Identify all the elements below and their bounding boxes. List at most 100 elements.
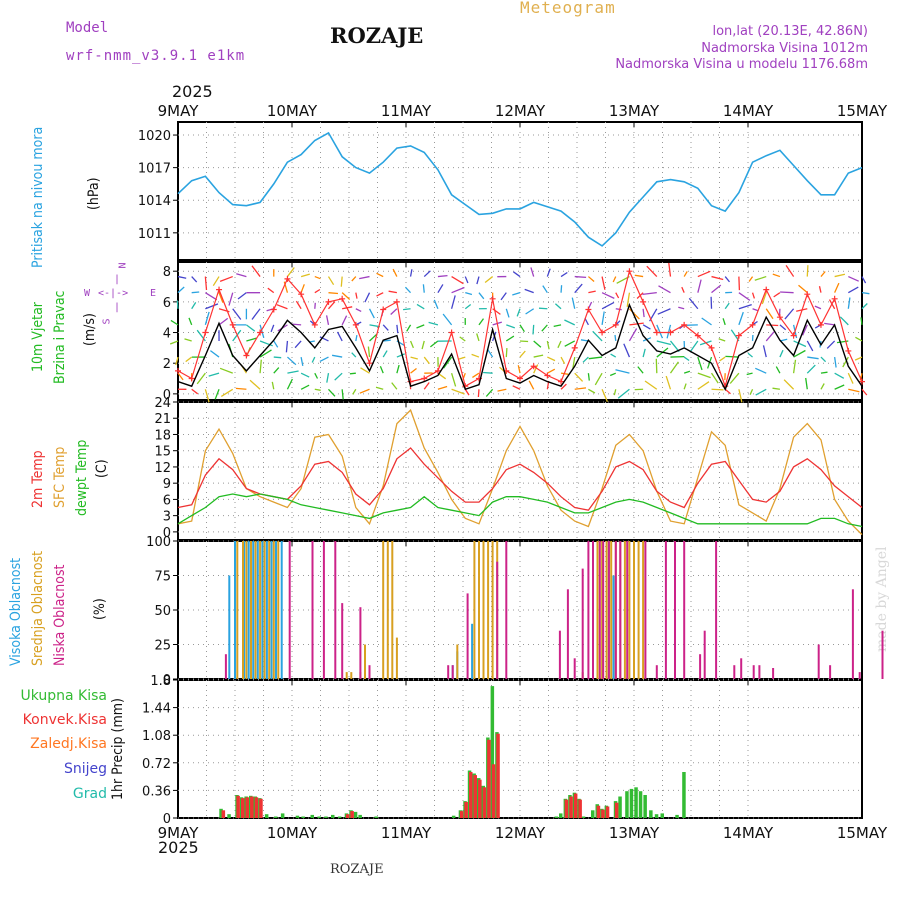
wind-arrow	[314, 388, 321, 391]
wind-arrow	[847, 372, 854, 384]
wind-arrow	[820, 383, 825, 390]
y-tick-label: 1.44	[142, 702, 171, 717]
cloud-bar-mid	[277, 541, 280, 679]
cloud-bar-low	[496, 561, 499, 679]
footer-station: ROZAJE	[330, 862, 384, 877]
wind-arrow	[655, 358, 658, 374]
wind-arrow	[587, 373, 590, 381]
precip-bar-conv	[350, 811, 354, 818]
wind-arrow	[629, 322, 644, 326]
precip-bar-conv	[254, 797, 259, 818]
cloud-bar-mid	[272, 541, 275, 679]
wind-gust-marker	[434, 367, 441, 374]
wind-arrow	[336, 331, 343, 342]
temp2m-line	[177, 447, 863, 511]
cloud-bar-low	[581, 568, 584, 679]
cloud-bar-low	[614, 541, 617, 679]
legend-zaledj-kisa: Zaledj.Kisa	[30, 736, 107, 752]
wind-arrow	[747, 352, 753, 358]
wind-arrow	[738, 276, 741, 291]
wind-arrow	[287, 370, 299, 374]
wind-arrow	[505, 335, 515, 342]
precip-bar-total	[310, 814, 314, 818]
wind-arrow	[214, 389, 220, 400]
wind-arrow	[613, 389, 617, 396]
wind-arrow	[478, 318, 485, 326]
wind-arrow	[615, 292, 620, 299]
cloud-bar-low	[573, 658, 576, 679]
wind-arrow	[300, 384, 310, 390]
cloud-bar-mid	[473, 541, 476, 679]
wind-arrow	[519, 340, 529, 343]
wind-gust-marker	[776, 314, 783, 321]
cloud-bar-high	[247, 541, 250, 679]
wind-arrow	[300, 356, 304, 367]
x-tick-label-top: 12MAY	[495, 102, 546, 120]
wind-gust-marker	[517, 375, 523, 382]
wind-arrow	[326, 373, 330, 383]
cloud-bar-low	[683, 541, 686, 679]
wind-arrow	[212, 276, 220, 287]
wind-arrow	[547, 356, 556, 362]
wind-arrow	[483, 371, 493, 374]
y-tick-label: 1011	[138, 227, 171, 242]
wind-arrow	[834, 372, 845, 379]
x-tick-label-bottom: 9MAY	[158, 824, 200, 842]
wind-gust-marker	[489, 295, 496, 302]
wind-arrow	[451, 388, 465, 395]
cloud-bar-mid	[642, 541, 645, 679]
wind-arrow	[300, 273, 310, 278]
altitude-label: Nadmorska Visina 1012m	[701, 41, 868, 56]
cloud-bar-mid	[250, 541, 252, 679]
wind-arrow	[512, 292, 521, 296]
wind-arrow	[341, 315, 348, 326]
wind-arrow	[738, 292, 751, 301]
precip-bar-conv	[614, 802, 619, 818]
wind-arrow	[785, 265, 795, 277]
wind-arrow	[860, 317, 863, 325]
wind-arrow	[416, 324, 425, 329]
wind-arrow	[506, 324, 516, 329]
wind-arrow	[359, 388, 370, 394]
precip-bar-conv	[469, 772, 473, 818]
wind-arrow	[807, 356, 819, 360]
wind-arrow	[751, 292, 756, 299]
wind-arrow	[267, 287, 275, 294]
wind-arrow	[204, 389, 210, 403]
wind-arrow	[314, 372, 319, 379]
precip-bar-conv	[496, 733, 500, 818]
wind-arrow	[464, 276, 469, 284]
wind-arrow	[538, 307, 548, 310]
wind-arrow	[341, 292, 351, 300]
wind-arrow	[574, 283, 583, 294]
wind-arrow	[477, 389, 480, 398]
wind-arrow	[773, 292, 781, 298]
wind-arrow	[724, 276, 731, 283]
cloud-bar-mid	[382, 541, 385, 679]
wind-arrow	[580, 339, 589, 342]
cloud-bar-low	[740, 658, 743, 679]
y-tick-label: 0	[163, 526, 171, 541]
wind-arrow	[833, 356, 837, 368]
wind-arrow	[287, 356, 297, 366]
wind-arrow	[697, 381, 710, 390]
y-tick-label: 25	[154, 639, 171, 654]
wind-arrow	[409, 340, 415, 349]
wind-arrow	[772, 273, 781, 278]
wind-arrow	[755, 367, 767, 374]
precip-bar-total	[324, 816, 328, 818]
wind-arrow	[839, 316, 849, 326]
wind-arrow	[842, 356, 849, 368]
wind-gust-marker	[393, 298, 400, 305]
wind-arrow	[517, 365, 521, 374]
wind-arrow	[512, 385, 521, 390]
precip-bar-total	[227, 814, 231, 818]
wind-arrow	[286, 378, 293, 390]
wind-arrow	[861, 276, 867, 284]
wind-gust-marker	[366, 360, 373, 367]
wind-arrow	[208, 372, 220, 377]
precip-bar-total	[219, 808, 223, 818]
cloud-bar-low	[752, 665, 755, 679]
wind-arrow	[416, 303, 425, 310]
wind-arrow	[574, 372, 584, 382]
